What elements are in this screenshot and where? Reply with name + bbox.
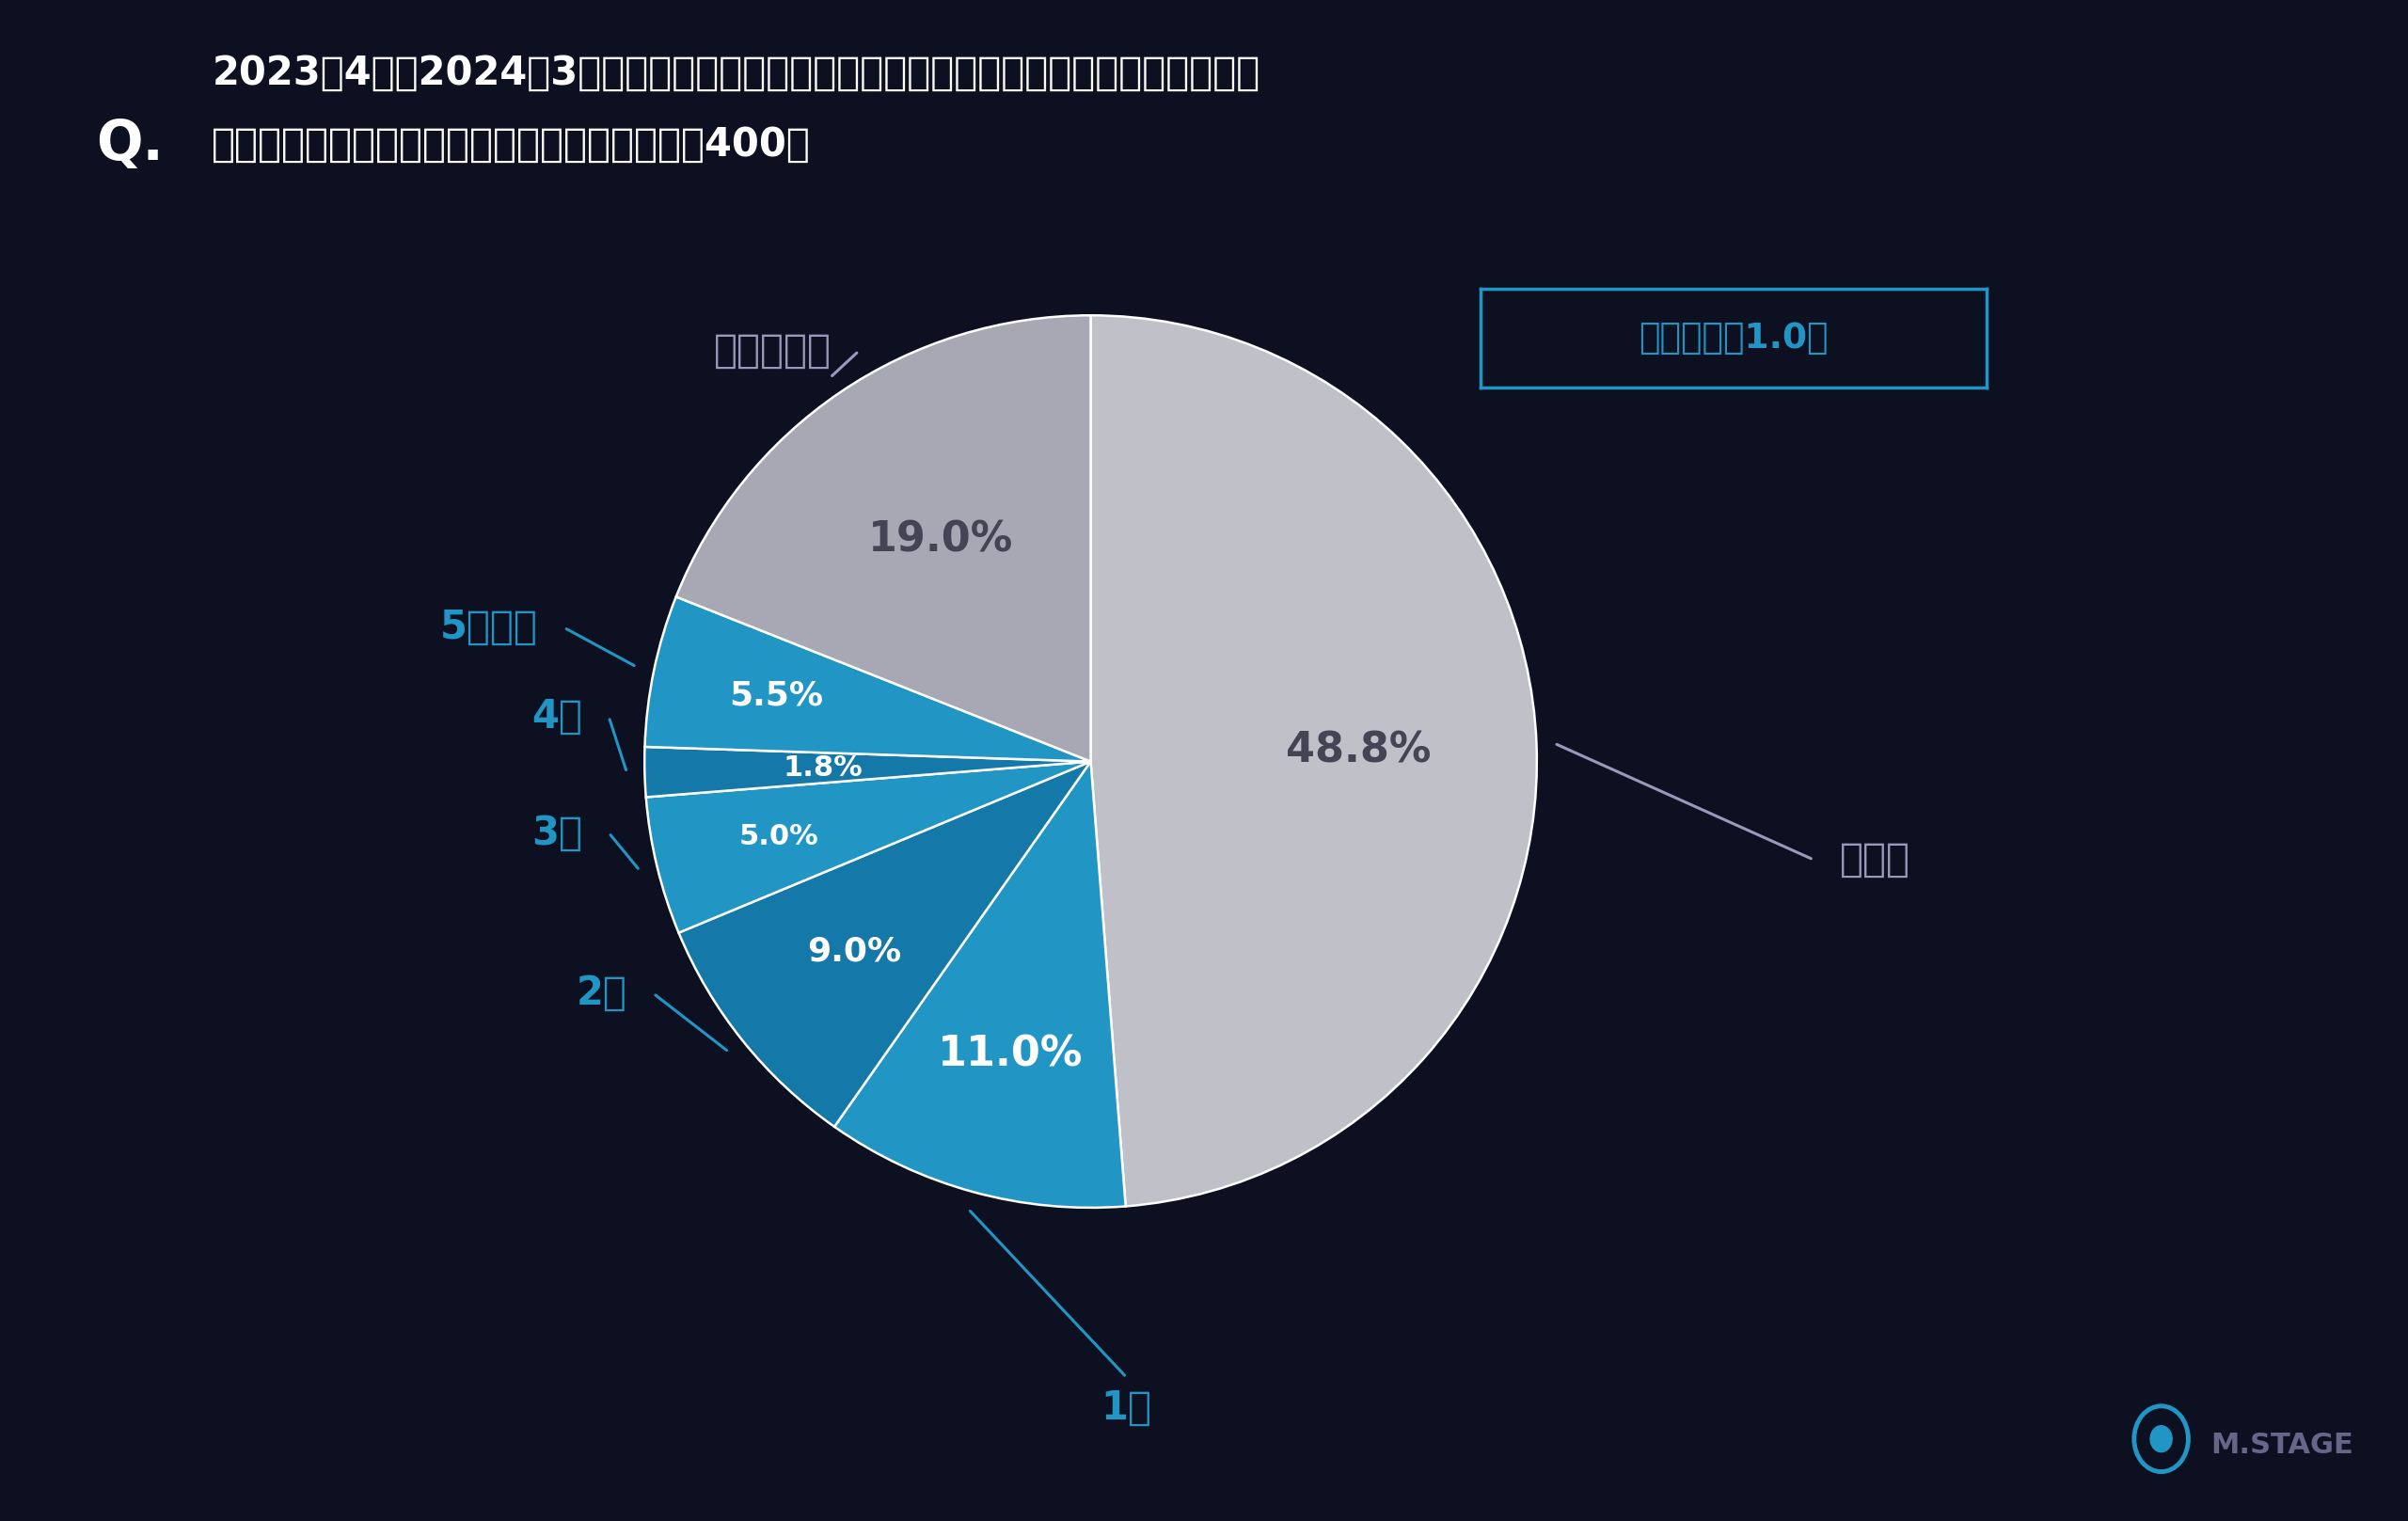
Wedge shape [679,762,1091,1127]
Text: 1人: 1人 [1100,1389,1151,1428]
Text: 5.5%: 5.5% [730,680,824,712]
Text: 5.0%: 5.0% [739,823,819,850]
Text: 1.8%: 1.8% [783,754,862,782]
Wedge shape [645,596,1091,762]
Text: 4人: 4人 [532,697,583,736]
Text: 2023年4月〜2024年3月の期間で、フィジカルヘルス不調やメンタルヘルス不調により: 2023年4月〜2024年3月の期間で、フィジカルヘルス不調やメンタルヘルス不調… [212,53,1259,93]
Wedge shape [645,747,1091,797]
Text: 5人以上: 5人以上 [441,608,537,648]
Wedge shape [645,762,1091,932]
Wedge shape [677,315,1091,762]
Wedge shape [833,762,1125,1208]
Text: M.STAGE: M.STAGE [2211,1431,2353,1459]
Circle shape [2150,1425,2172,1453]
Text: わからない: わからない [715,332,831,371]
Text: 11.0%: 11.0% [939,1034,1084,1074]
Text: 2人: 2人 [576,973,626,1013]
Text: いない: いない [1840,840,1912,879]
Wedge shape [1091,315,1536,1206]
Text: 【離職した】従業員は何名いますか。（回答数400）: 【離職した】従業員は何名いますか。（回答数400） [212,125,811,164]
Text: 48.8%: 48.8% [1286,730,1430,771]
Text: Q.: Q. [96,117,164,172]
Text: 9.0%: 9.0% [807,935,901,967]
Text: 3人: 3人 [532,814,583,853]
Text: 加重平均：1.0名: 加重平均：1.0名 [1640,321,1828,356]
Text: 19.0%: 19.0% [867,520,1014,560]
